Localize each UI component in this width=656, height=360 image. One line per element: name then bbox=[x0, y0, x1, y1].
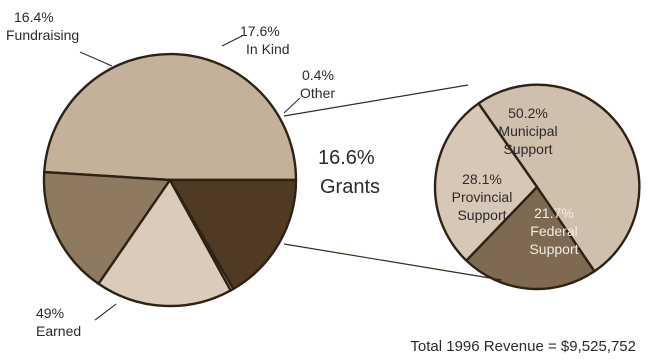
earned-label: Earned bbox=[36, 323, 81, 339]
pie-slice-fundraising bbox=[42, 170, 172, 285]
provincial-pct-label: 28.1% bbox=[462, 171, 502, 187]
connector-line-bottom bbox=[283, 243, 503, 281]
provincial-label-line1: Provincial bbox=[452, 189, 513, 205]
grants-pct-label: 16.6% bbox=[318, 147, 375, 169]
grants-breakdown-pie bbox=[433, 83, 641, 291]
connector-line-top bbox=[283, 84, 469, 117]
federal-pct-label: 21.7% bbox=[534, 205, 574, 221]
grants-label: Grants bbox=[320, 176, 380, 198]
municipal-label-line2: Support bbox=[503, 141, 552, 157]
other-label: Other bbox=[300, 85, 335, 101]
fundraising-pct-label: 16.4% bbox=[14, 9, 54, 25]
earned-pct-label: 49% bbox=[36, 305, 64, 321]
federal-label-line1: Federal bbox=[530, 223, 577, 239]
pie-slice-in-kind bbox=[97, 178, 232, 308]
pie-slice-provincial-support bbox=[433, 102, 539, 262]
provincial-label-line2: Support bbox=[457, 207, 506, 223]
pie-slice-federal-support bbox=[465, 185, 596, 291]
inkind-pct-label: 17.6% bbox=[240, 23, 280, 39]
inkind-label: In Kind bbox=[246, 41, 290, 57]
earned-leader-line bbox=[94, 303, 117, 321]
pie-slice-grants bbox=[168, 178, 298, 291]
pie-slice-municipal-support bbox=[477, 83, 641, 273]
total-revenue-label: Total 1996 Revenue = $9,525,752 bbox=[410, 338, 636, 355]
fundraising-leader-line bbox=[79, 51, 113, 67]
other-leader-line bbox=[283, 97, 301, 114]
federal-label-line2: Support bbox=[529, 241, 578, 257]
pie-slice-earned bbox=[43, 52, 298, 182]
inkind-leader-line bbox=[221, 35, 243, 47]
other-pct-label: 0.4% bbox=[302, 67, 334, 83]
municipal-pct-label: 50.2% bbox=[508, 105, 548, 121]
main-pie bbox=[42, 52, 298, 308]
fundraising-label: Fundraising bbox=[6, 27, 79, 43]
municipal-label-line1: Municipal bbox=[498, 123, 557, 139]
